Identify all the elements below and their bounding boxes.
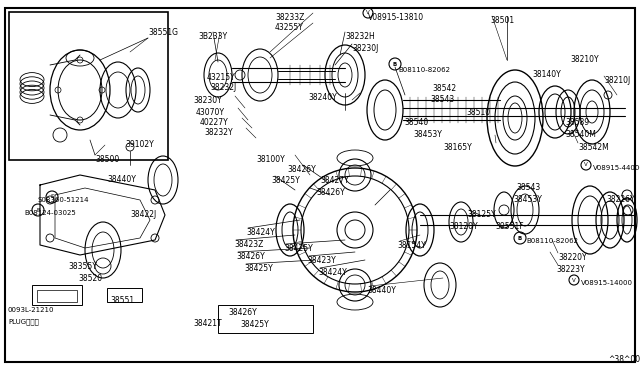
Text: 38501: 38501 — [490, 16, 514, 25]
Text: 38230Y: 38230Y — [193, 96, 221, 105]
Text: PLUGプラグ: PLUGプラグ — [8, 318, 39, 325]
Text: 38500: 38500 — [95, 155, 119, 164]
Text: 38424Y: 38424Y — [318, 268, 347, 277]
Text: 38551: 38551 — [110, 296, 134, 305]
Text: 38421T: 38421T — [193, 319, 221, 328]
Bar — [218, 305, 313, 333]
Text: B08124-03025: B08124-03025 — [24, 210, 76, 216]
Text: 38520: 38520 — [78, 274, 102, 283]
Text: V08915-44000: V08915-44000 — [593, 165, 640, 171]
Text: S: S — [51, 195, 54, 199]
Text: 38425Y: 38425Y — [284, 244, 313, 253]
Text: 38542M: 38542M — [578, 143, 609, 152]
Text: 38120Y: 38120Y — [449, 222, 477, 231]
Text: 38510: 38510 — [466, 108, 490, 117]
Text: 38240Y: 38240Y — [308, 93, 337, 102]
Text: 38426Y: 38426Y — [316, 188, 345, 197]
Text: 40227Y: 40227Y — [200, 118, 228, 127]
Text: 38453Y: 38453Y — [513, 195, 542, 204]
Text: 38165Y: 38165Y — [443, 143, 472, 152]
Text: 43070Y: 43070Y — [196, 108, 225, 117]
Text: V: V — [366, 10, 370, 16]
Text: 38232Y: 38232Y — [204, 128, 232, 137]
Text: 38125Y: 38125Y — [467, 210, 495, 219]
Bar — [9, 12, 168, 160]
Text: 38425Y: 38425Y — [271, 176, 300, 185]
Text: 38230J: 38230J — [352, 44, 378, 53]
Text: 38426Y: 38426Y — [228, 308, 257, 317]
Text: 39102Y: 39102Y — [125, 140, 154, 149]
Text: 38232J: 38232J — [210, 83, 236, 92]
Text: 38226Y: 38226Y — [606, 195, 635, 204]
Text: 38100Y: 38100Y — [256, 155, 285, 164]
Text: V: V — [584, 163, 588, 167]
Text: 38589: 38589 — [565, 118, 589, 127]
Text: 38453Y: 38453Y — [413, 130, 442, 139]
Text: B: B — [36, 208, 40, 212]
Text: 38440Y: 38440Y — [107, 175, 136, 184]
Text: 38426Y: 38426Y — [236, 252, 265, 261]
Text: 38210J: 38210J — [604, 76, 630, 85]
Text: 38425Y: 38425Y — [244, 264, 273, 273]
Text: 38425Y: 38425Y — [240, 320, 269, 329]
Text: B: B — [518, 235, 522, 241]
Text: V08915-14000: V08915-14000 — [581, 280, 633, 286]
Text: 38551G: 38551G — [148, 28, 178, 37]
Text: 38220Y: 38220Y — [558, 253, 587, 262]
Text: 38540: 38540 — [404, 118, 428, 127]
Text: 38424Y: 38424Y — [246, 228, 275, 237]
Text: 38422J: 38422J — [130, 210, 156, 219]
Text: 39551F: 39551F — [495, 222, 524, 231]
Text: 38233Z: 38233Z — [275, 13, 305, 22]
Text: 38543: 38543 — [516, 183, 540, 192]
Text: S08360-51214: S08360-51214 — [38, 197, 90, 203]
Text: 38423Y: 38423Y — [307, 256, 336, 265]
Text: ^38^0090: ^38^0090 — [608, 355, 640, 364]
Text: V: V — [572, 278, 576, 282]
Text: 38232H: 38232H — [345, 32, 375, 41]
Text: 38542: 38542 — [432, 84, 456, 93]
Text: 38355Y: 38355Y — [68, 262, 97, 271]
Text: 3B233Y: 3B233Y — [198, 32, 227, 41]
Text: 38423Z: 38423Z — [234, 240, 264, 249]
Text: B: B — [393, 61, 397, 67]
Bar — [107, 288, 142, 302]
Text: 38210Y: 38210Y — [570, 55, 598, 64]
Text: B08110-82062: B08110-82062 — [526, 238, 578, 244]
Text: 38223Y: 38223Y — [556, 265, 584, 274]
Text: B08110-82062: B08110-82062 — [398, 67, 450, 73]
Text: V08915-13810: V08915-13810 — [368, 13, 424, 22]
Text: 0093L-21210: 0093L-21210 — [8, 307, 54, 313]
Bar — [37, 290, 77, 302]
Text: 38543: 38543 — [430, 95, 454, 104]
Text: 38426Y: 38426Y — [287, 165, 316, 174]
Text: 38540M: 38540M — [565, 130, 596, 139]
Text: 43215Y: 43215Y — [207, 73, 236, 82]
Text: 43255Y: 43255Y — [275, 23, 304, 32]
Text: 38440Y: 38440Y — [367, 286, 396, 295]
Text: 38427Y: 38427Y — [320, 176, 349, 185]
Text: 38154Y: 38154Y — [397, 241, 426, 250]
Text: 38140Y: 38140Y — [532, 70, 561, 79]
Bar — [32, 285, 82, 305]
